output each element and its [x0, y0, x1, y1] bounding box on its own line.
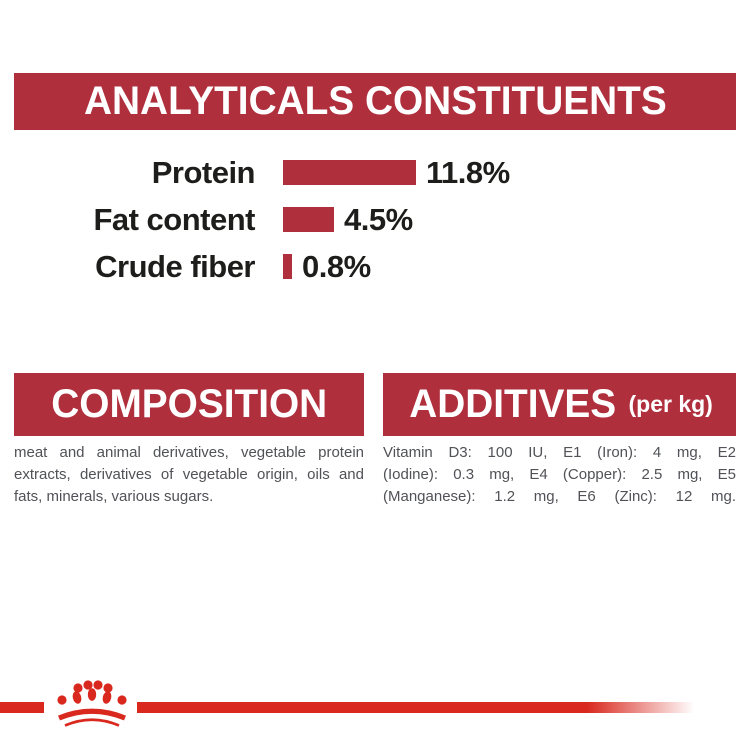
composition-line: meat and animal derivatives, vegetable p… [14, 444, 364, 461]
chart-bar [283, 207, 334, 232]
composition-section: COMPOSITION meat and animal derivatives,… [14, 373, 364, 508]
additives-banner: ADDITIVES (per kg) [383, 373, 736, 436]
composition-line: extracts, derivatives of vegetable origi… [14, 466, 364, 483]
bottom-rule-right [137, 702, 700, 713]
analyticals-banner: ANALYTICALS CONSTITUENTS [14, 73, 736, 130]
analyticals-chart: Protein 11.8% Fat content 4.5% Crude fib… [40, 149, 720, 290]
analyticals-title: ANALYTICALS CONSTITUENTS [83, 79, 667, 123]
composition-line: fats, minerals, various sugars. [14, 488, 214, 505]
composition-title: COMPOSITION [51, 382, 327, 426]
composition-body: meat and animal derivatives, vegetable p… [14, 442, 364, 508]
chart-label: Fat content [93, 201, 255, 237]
royal-canin-crown-logo [57, 680, 127, 727]
chart-row-fiber: Crude fiber 0.8% [40, 243, 720, 290]
chart-value: 11.8% [426, 154, 510, 190]
composition-banner: COMPOSITION [14, 373, 364, 436]
additives-line: Vitamin D3: 100 IU, E1 (Iron): 4 mg, E2 [383, 444, 736, 461]
bottom-rule-left [0, 702, 44, 713]
chart-label: Crude fiber [95, 248, 255, 284]
chart-row-protein: Protein 11.8% [40, 149, 720, 196]
chart-bar [283, 254, 292, 279]
additives-section: ADDITIVES (per kg) Vitamin D3: 100 IU, E… [383, 373, 736, 508]
chart-row-fat: Fat content 4.5% [40, 196, 720, 243]
chart-label: Protein [151, 154, 256, 190]
additives-unit-suffix: (per kg) [628, 391, 713, 417]
additives-line: (Manganese): 1.2 mg, E6 (Zinc): 12 mg. [383, 488, 736, 505]
additives-title: ADDITIVES [409, 382, 617, 426]
chart-value: 0.8% [302, 248, 371, 284]
additives-body: Vitamin D3: 100 IU, E1 (Iron): 4 mg, E2 … [383, 442, 736, 508]
chart-value: 4.5% [344, 201, 413, 237]
additives-line: (Iodine): 0.3 mg, E4 (Copper): 2.5 mg, E… [383, 466, 736, 483]
chart-bar [283, 160, 416, 185]
